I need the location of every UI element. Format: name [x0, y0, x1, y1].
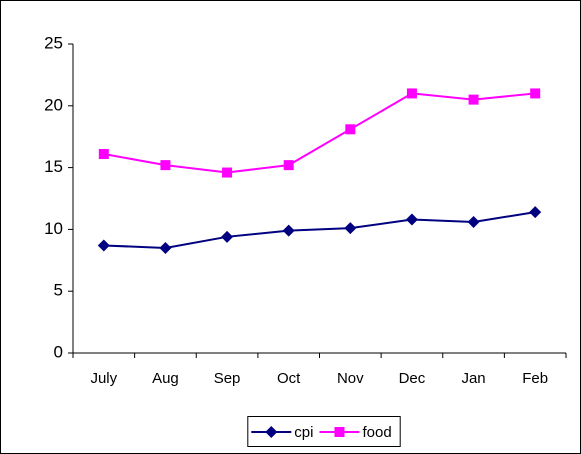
y-tick-label: 10 — [44, 219, 63, 238]
marker — [283, 160, 294, 171]
marker — [334, 427, 345, 437]
legend-label: cpi — [294, 424, 313, 441]
x-tick-label: Jan — [461, 370, 485, 387]
marker — [159, 241, 172, 254]
y-tick-label: 0 — [54, 342, 63, 361]
y-tick-label: 25 — [44, 33, 63, 52]
marker — [405, 213, 418, 226]
y-tick-label: 15 — [44, 157, 63, 176]
line — [103, 92, 536, 174]
x-tick-label: Feb — [522, 370, 548, 387]
x-tick-label: Sep — [214, 370, 241, 387]
x-tick-label: July — [90, 370, 117, 387]
marker — [467, 215, 480, 228]
x-tick-label: Dec — [399, 370, 426, 387]
marker — [265, 426, 278, 438]
legend-item: cpi — [251, 424, 313, 441]
marker — [530, 88, 541, 99]
legend: cpi food — [247, 416, 401, 447]
line — [103, 211, 536, 249]
marker — [406, 88, 417, 99]
legend-item: food — [319, 424, 392, 441]
x-tick-label: Oct — [277, 370, 301, 387]
marker — [222, 167, 233, 178]
marker — [221, 230, 234, 243]
x-tick-label: Nov — [337, 370, 364, 387]
marker — [529, 206, 542, 219]
marker — [468, 94, 479, 105]
marker — [282, 224, 295, 237]
marker — [97, 239, 110, 252]
marker — [98, 149, 109, 160]
x-tick-label: Aug — [152, 370, 179, 387]
marker — [345, 124, 356, 135]
y-tick-label: 20 — [44, 95, 63, 114]
marker — [160, 160, 171, 171]
marker — [344, 222, 357, 235]
y-tick-label: 5 — [54, 281, 63, 300]
legend-label: food — [362, 424, 391, 441]
